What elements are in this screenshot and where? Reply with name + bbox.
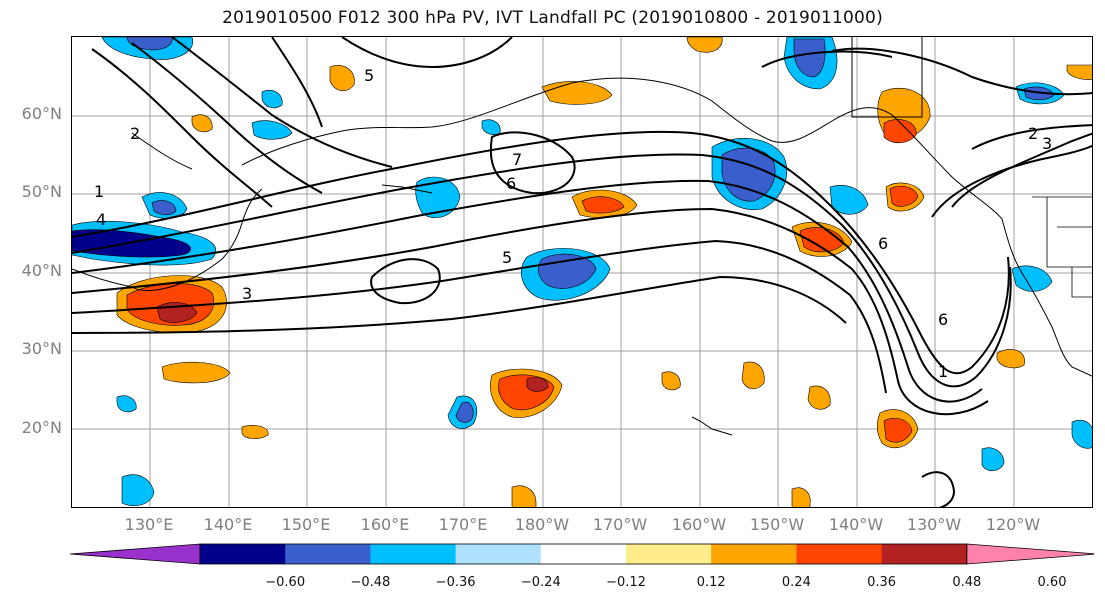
contour-label: 6 xyxy=(878,234,888,253)
colorbar-tick-label: −0.36 xyxy=(435,575,476,590)
colorbar-segment xyxy=(966,543,1094,565)
colorbar-tick-label: −0.24 xyxy=(520,575,561,590)
colorbar-tick-label: −0.60 xyxy=(265,575,306,590)
lon-label-160e: 160°E xyxy=(360,515,410,534)
contour-label: 2 xyxy=(130,124,140,143)
colorbar-tick-label: 0.36 xyxy=(867,575,897,590)
lon-label-170w: 170°W xyxy=(592,515,648,534)
colorbar-segment xyxy=(540,544,627,564)
colorbar-tick-label: 0.48 xyxy=(952,575,982,590)
lon-label-150e: 150°E xyxy=(281,515,331,534)
borders xyxy=(1032,196,1092,298)
contour-label: 3 xyxy=(1042,134,1052,153)
lat-label-20n: 20°N xyxy=(21,418,62,437)
lat-label-40n: 40°N xyxy=(21,261,62,280)
colorbar-segment xyxy=(626,544,712,564)
contour-label: 1 xyxy=(938,362,948,381)
contour-label: 7 xyxy=(512,150,522,169)
colorbar-segment xyxy=(370,544,457,564)
lat-label-50n: 50°N xyxy=(21,182,62,201)
contour-labels: 1 2 3 4 5 6 7 1 2 3 5 6 6 xyxy=(94,66,1052,381)
map-panel: 1 2 3 4 5 6 7 1 2 3 5 6 6 xyxy=(71,36,1093,508)
colorbar-segment xyxy=(711,544,797,564)
lon-label-130w: 130°W xyxy=(906,515,962,534)
colorbar-tick-label: 0.24 xyxy=(781,575,811,590)
contour-label: 5 xyxy=(364,66,374,85)
colorbar-segment xyxy=(285,544,371,564)
colorbar-segment xyxy=(70,543,201,565)
lat-label-60n: 60°N xyxy=(21,104,62,123)
contour-label: 6 xyxy=(506,174,516,193)
lon-label-180w: 180°W xyxy=(514,515,570,534)
colorbar-tick-label: 0.12 xyxy=(696,575,726,590)
contour-label: 3 xyxy=(242,284,252,303)
lon-label-160w: 160°W xyxy=(671,515,727,534)
lon-label-140e: 140°E xyxy=(203,515,253,534)
colorbar xyxy=(70,543,1094,565)
contour-label: 2 xyxy=(1028,124,1038,143)
colorbar-segment xyxy=(455,544,542,564)
lon-label-140w: 140°W xyxy=(828,515,884,534)
colorbar-outline xyxy=(199,543,968,565)
map-canvas: 1 2 3 4 5 6 7 1 2 3 5 6 6 xyxy=(72,37,1092,507)
colorbar-segments xyxy=(70,543,1094,565)
map-title: 2019010500 F012 300 hPa PV, IVT Landfall… xyxy=(222,8,883,28)
colorbar-tick-label: −0.48 xyxy=(350,575,391,590)
contour-label: 4 xyxy=(96,210,106,229)
colorbar-tick-label: 0.60 xyxy=(1037,575,1067,590)
negative-anomalies xyxy=(72,37,1092,506)
contour-label: 6 xyxy=(938,310,948,329)
contours xyxy=(72,37,1092,507)
contour-label: 1 xyxy=(94,182,104,201)
colorbar-segment xyxy=(796,544,883,564)
colorbar-tick-label: −0.12 xyxy=(606,575,646,590)
lat-label-30n: 30°N xyxy=(21,339,62,358)
lon-label-120w: 120°W xyxy=(985,515,1041,534)
contour-label: 5 xyxy=(502,248,512,267)
coastlines xyxy=(72,37,1092,436)
colorbar-segment xyxy=(881,544,968,564)
lon-label-130e: 130°E xyxy=(124,515,174,534)
lon-label-150w: 150°W xyxy=(749,515,805,534)
colorbar-segment xyxy=(200,544,286,564)
lon-label-170e: 170°E xyxy=(438,515,488,534)
